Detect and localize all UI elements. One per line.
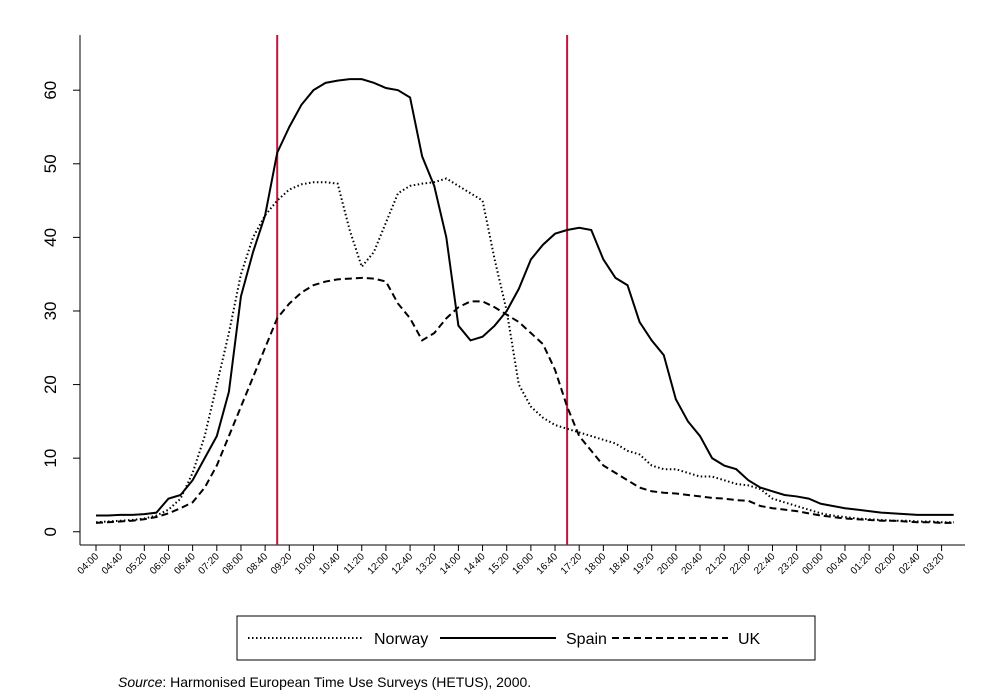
x-tick-label: 12:40 — [390, 551, 416, 577]
x-tick-label: 14:40 — [462, 551, 488, 577]
x-tick-label: 20:40 — [680, 551, 706, 577]
x-tick-label: 08:00 — [221, 551, 247, 577]
y-tick-label: 40 — [41, 228, 60, 247]
x-tick-label: 19:20 — [631, 551, 657, 577]
x-tick-label: 07:20 — [196, 551, 222, 577]
x-tick-label: 01:20 — [849, 551, 875, 577]
x-tick-label: 08:40 — [245, 551, 271, 577]
y-tick-label: 20 — [41, 375, 60, 394]
x-tick-label: 10:00 — [293, 551, 319, 577]
x-tick-label: 02:40 — [897, 551, 923, 577]
series-line — [95, 276, 954, 524]
x-tick-label: 18:40 — [607, 551, 633, 577]
y-tick-label: 0 — [41, 527, 60, 536]
x-tick-label: 02:00 — [873, 551, 899, 577]
x-tick-label: 04:40 — [100, 551, 126, 577]
legend-label: UK — [738, 631, 761, 648]
x-tick-label: 00:00 — [800, 551, 826, 577]
x-tick-label: 16:40 — [535, 551, 561, 577]
x-tick-label: 06:00 — [148, 551, 174, 577]
x-tick-label: 22:40 — [752, 551, 778, 577]
series-line — [96, 78, 954, 517]
x-tick-label: 21:20 — [704, 551, 730, 577]
y-tick-label: 50 — [41, 154, 60, 173]
x-tick-label: 10:40 — [317, 551, 343, 577]
x-tick-label: 20:00 — [655, 551, 681, 577]
x-tick-label: 06:40 — [172, 551, 198, 577]
x-tick-label: 00:40 — [825, 551, 851, 577]
legend-label: Norway — [374, 631, 428, 648]
x-tick-label: 12:00 — [366, 551, 392, 577]
x-tick-label: 11:20 — [342, 551, 367, 576]
x-tick-label: 18:00 — [583, 551, 609, 577]
x-tick-label: 16:00 — [511, 551, 537, 577]
x-tick-label: 05:20 — [124, 551, 150, 577]
source-text: : Harmonised European Time Use Surveys (… — [162, 674, 531, 690]
x-tick-label: 09:20 — [269, 551, 295, 577]
source-note: Source: Harmonised European Time Use Sur… — [118, 674, 531, 690]
x-tick-label: 14:00 — [438, 551, 464, 577]
legend-label: Spain — [566, 631, 607, 648]
series-line — [95, 177, 954, 524]
x-tick-label: 23:20 — [776, 551, 802, 577]
x-tick-label: 15:20 — [486, 551, 512, 577]
x-tick-label: 04:00 — [76, 551, 102, 577]
y-tick-label: 10 — [41, 449, 60, 468]
legend-box — [236, 615, 816, 661]
x-tick-label: 17:20 — [559, 551, 585, 577]
source-label: Source — [118, 674, 163, 690]
y-tick-label: 60 — [41, 81, 60, 100]
x-tick-label: 22:00 — [728, 551, 754, 577]
x-tick-label: 13:20 — [414, 551, 440, 577]
y-tick-label: 30 — [41, 302, 60, 321]
x-tick-label: 03:20 — [921, 551, 947, 577]
